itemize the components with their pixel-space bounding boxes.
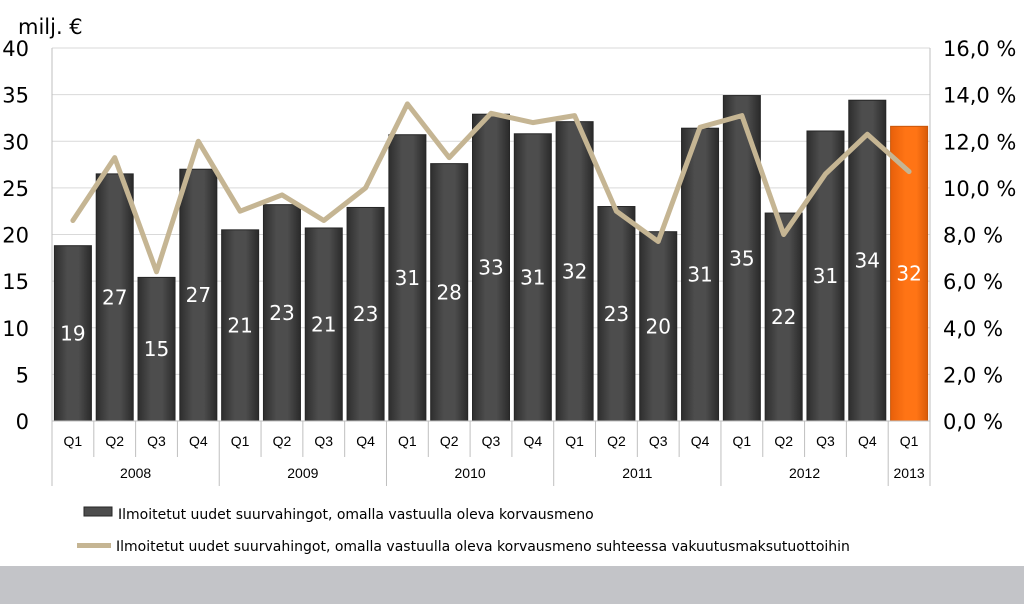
y2-tick-label: 10,0 % <box>943 177 1016 201</box>
bar <box>513 133 552 422</box>
category-label: Q3 <box>649 433 668 449</box>
bar <box>346 206 385 422</box>
category-label: Q4 <box>356 433 375 449</box>
y2-tick-label: 14,0 % <box>943 84 1016 108</box>
bar <box>597 206 636 422</box>
y-tick-label: 5 <box>16 363 29 387</box>
category-label: Q4 <box>691 433 710 449</box>
data-label: 31 <box>687 263 712 287</box>
data-label: 19 <box>60 321 85 345</box>
data-label: 23 <box>353 302 378 326</box>
data-label: 27 <box>186 283 211 307</box>
y-tick-label: 20 <box>2 224 29 248</box>
category-axis: Q1 Q2 Q3 Q4 Q1 Q2 Q3 Q4 Q1 Q2 Q3 Q4 Q1 Q2 Q3 Q4 Q1 Q2 Q3 Q4… <box>64 421 925 486</box>
y2-tick-label: 8,0 % <box>943 224 1003 248</box>
category-label: Q1 <box>900 433 919 449</box>
data-labels: 19 27 15 27 21 23 21 23 31 28 33 31 32 23 20 31 35 22 31 34… <box>60 246 922 361</box>
data-label: 28 <box>436 280 461 304</box>
bars <box>53 95 929 422</box>
group-label: 2010 <box>455 465 486 481</box>
data-label: 33 <box>478 256 503 280</box>
bar <box>388 134 427 422</box>
y2-tick-label: 6,0 % <box>943 270 1003 294</box>
data-label: 32 <box>896 262 921 286</box>
y-tick-label: 25 <box>2 177 29 201</box>
y2-tick-label: 4,0 % <box>943 317 1003 341</box>
data-label: 23 <box>604 302 629 326</box>
footer-band <box>0 566 1024 604</box>
category-label: Q1 <box>64 433 83 449</box>
line-series <box>70 101 912 275</box>
y-axis-unit-label: milj. € <box>18 15 83 39</box>
category-label: Q1 <box>565 433 584 449</box>
data-label: 31 <box>395 266 420 290</box>
y-tick-label: 0 <box>16 410 29 434</box>
data-label: 22 <box>771 305 796 329</box>
y-tick-label: 40 <box>2 37 29 61</box>
data-label: 32 <box>562 259 587 283</box>
y2-tick-label: 0,0 % <box>943 410 1003 434</box>
bar <box>764 212 803 422</box>
legend: Ilmoitetut uudet suurvahingot, omalla va… <box>77 506 850 555</box>
chart: 19 27 15 27 21 23 21 23 31 28 33 31 32 23 20 31 35 22 31 34… <box>2 15 1016 555</box>
legend-line-swatch <box>77 543 111 548</box>
bar <box>53 245 92 422</box>
y-tick-label: 30 <box>2 130 29 154</box>
category-label: Q3 <box>147 433 166 449</box>
category-label: Q2 <box>774 433 793 449</box>
axes: 0 5 10 15 20 25 30 35 40 0,0 % 2,0 % 4,0 % 6,0 % 8,0 … <box>2 37 1016 486</box>
category-label: Q3 <box>816 433 835 449</box>
data-label: 27 <box>102 285 127 309</box>
y2-tick-label: 12,0 % <box>943 130 1016 154</box>
category-label: Q2 <box>440 433 459 449</box>
category-label: Q2 <box>105 433 124 449</box>
legend-bar-swatch <box>83 506 113 517</box>
bar <box>430 163 469 422</box>
data-label: 15 <box>144 337 169 361</box>
group-label: 2009 <box>287 465 318 481</box>
bar <box>639 231 678 422</box>
data-label: 35 <box>729 246 754 270</box>
data-label: 34 <box>855 249 880 273</box>
category-label: Q1 <box>733 433 752 449</box>
data-label: 31 <box>520 265 545 289</box>
category-label: Q2 <box>607 433 626 449</box>
bar <box>555 121 594 422</box>
y2-tick-label: 2,0 % <box>943 363 1003 387</box>
y-tick-label: 35 <box>2 84 29 108</box>
legend-bar-label: Ilmoitetut uudet suurvahingot, omalla va… <box>118 507 594 523</box>
group-label: 2011 <box>622 465 652 481</box>
category-label: Q4 <box>189 433 208 449</box>
category-label: Q3 <box>482 433 501 449</box>
data-label: 23 <box>269 301 294 325</box>
bar <box>848 99 887 422</box>
bar <box>890 125 929 422</box>
data-label: 31 <box>813 264 838 288</box>
category-label: Q3 <box>314 433 333 449</box>
category-label: Q4 <box>523 433 542 449</box>
data-label: 20 <box>646 314 671 338</box>
category-label: Q2 <box>273 433 292 449</box>
bar <box>304 227 343 422</box>
bar <box>681 127 720 422</box>
category-label: Q1 <box>398 433 417 449</box>
y-tick-label: 10 <box>2 317 29 341</box>
group-label: 2008 <box>120 465 151 481</box>
group-label: 2013 <box>894 465 925 481</box>
data-label: 21 <box>311 312 336 336</box>
category-label: Q4 <box>858 433 877 449</box>
bar <box>262 204 301 422</box>
line-series-path <box>70 101 912 275</box>
legend-line-label: Ilmoitetut uudet suurvahingot, omalla va… <box>116 539 850 555</box>
y2-tick-label: 16,0 % <box>943 37 1016 61</box>
bar <box>806 130 845 422</box>
y-tick-label: 15 <box>2 270 29 294</box>
group-label: 2012 <box>789 465 820 481</box>
data-label: 21 <box>227 313 252 337</box>
category-label: Q1 <box>231 433 250 449</box>
